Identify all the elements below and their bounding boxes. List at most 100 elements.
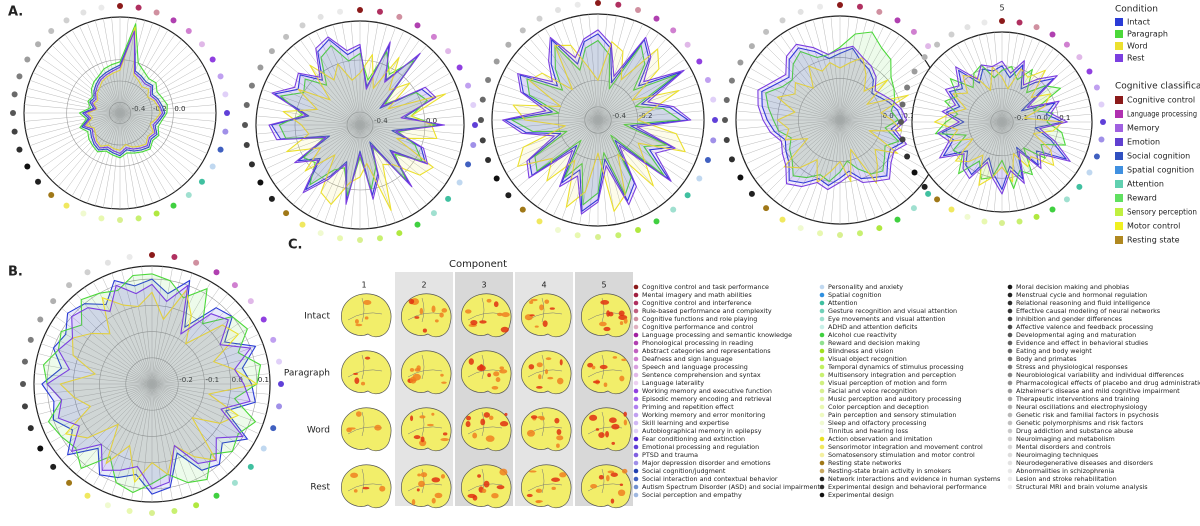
activation-blob xyxy=(557,377,564,385)
spoke xyxy=(61,383,153,461)
spoke xyxy=(943,121,1003,192)
spoke xyxy=(350,124,361,229)
topic-dot xyxy=(1063,196,1070,203)
topic-dot xyxy=(633,420,639,426)
spoke xyxy=(119,112,189,182)
brain-outline xyxy=(521,293,572,338)
activation-blob xyxy=(360,381,366,386)
topic-dot xyxy=(819,348,825,354)
activation-blob xyxy=(431,412,435,416)
legend-swatch xyxy=(1115,96,1123,104)
activation-blob xyxy=(422,328,427,333)
topic-dot xyxy=(911,68,918,75)
topic-dot xyxy=(16,73,23,80)
spoke xyxy=(812,19,841,121)
spoke xyxy=(795,25,841,121)
spoke xyxy=(736,119,841,130)
topic-dot xyxy=(519,27,526,34)
activation-blob xyxy=(483,480,490,488)
topic-label: Cognitive functions and role playing xyxy=(642,315,757,323)
spoke xyxy=(839,119,920,188)
spoke xyxy=(32,72,121,114)
topic-dot xyxy=(704,76,711,83)
activation-blob xyxy=(419,307,424,315)
activation-blob xyxy=(504,412,508,417)
spoke xyxy=(151,383,236,468)
topic-label: Autobiographical memory in epilepsy xyxy=(642,427,762,435)
activation-blob xyxy=(468,358,474,365)
spoke xyxy=(75,293,153,385)
activation-blob xyxy=(467,493,477,498)
spoke xyxy=(92,383,153,487)
activation-blob xyxy=(617,489,626,497)
topic-dot xyxy=(921,54,928,61)
spoke xyxy=(359,57,440,126)
activation-blob xyxy=(434,492,443,499)
spoke xyxy=(37,353,153,385)
activation-blob xyxy=(526,429,536,437)
activation-blob xyxy=(623,419,628,426)
topic-dot xyxy=(635,226,642,233)
topic-dot xyxy=(797,225,804,232)
topic-dot xyxy=(819,340,825,346)
topic-dot xyxy=(710,137,717,144)
spoke xyxy=(151,276,203,385)
grid-circle xyxy=(109,102,131,124)
spoke xyxy=(119,104,216,114)
spoke xyxy=(151,373,270,385)
legend-title: Cognitive classification xyxy=(1115,82,1200,92)
activation-blob xyxy=(499,468,508,476)
topic-label: Network interactions and evidence in hum… xyxy=(828,475,1001,483)
activation-blob xyxy=(554,417,560,424)
spoke xyxy=(41,112,121,169)
topic-label: Lesion and stroke rehabilitation xyxy=(1016,475,1117,483)
topic-dot xyxy=(633,396,639,402)
spoke xyxy=(119,112,137,208)
topic-dot xyxy=(242,122,248,128)
spoke xyxy=(280,57,361,126)
topic-dot xyxy=(479,96,486,103)
topic-dot xyxy=(817,3,824,10)
topic-dot xyxy=(633,372,639,378)
topic-dot xyxy=(574,232,581,239)
topic-dot xyxy=(737,174,744,181)
legend-label: Attention xyxy=(1127,180,1164,189)
activation-blob xyxy=(440,474,446,479)
topic-dot xyxy=(27,425,34,432)
activation-blob xyxy=(611,441,616,445)
activation-blob xyxy=(591,365,596,370)
activation-blob xyxy=(420,436,425,443)
topic-dot xyxy=(1016,19,1023,26)
r-tick-label: 0.1 xyxy=(258,376,269,384)
spoke xyxy=(570,119,599,223)
spoke xyxy=(1001,121,1076,174)
activation-blob xyxy=(362,486,370,490)
row-label: Intact xyxy=(304,312,330,322)
topic-dot xyxy=(357,237,363,243)
topic-dot xyxy=(964,213,971,220)
topic-dot xyxy=(117,217,123,223)
topic-dot xyxy=(819,476,825,482)
topic-dot xyxy=(171,253,178,260)
spoke xyxy=(1001,121,1091,138)
spoke xyxy=(111,273,153,385)
topic-label: Neurodegenerative diseases and disorders xyxy=(1016,459,1154,467)
spoke xyxy=(529,38,599,121)
topic-dot xyxy=(104,259,111,266)
activation-blob xyxy=(466,415,472,421)
topic-dot xyxy=(217,73,224,80)
topic-label: Emotional processing and regulation xyxy=(642,443,759,451)
activation-blob xyxy=(619,375,625,382)
spoke xyxy=(259,97,361,126)
spoke xyxy=(55,383,153,452)
spoke xyxy=(151,383,255,444)
topic-dot xyxy=(684,41,691,48)
spoke xyxy=(256,124,361,135)
spoke xyxy=(597,119,667,202)
activation-blob xyxy=(413,435,421,440)
activation-blob xyxy=(545,369,549,375)
activation-blob xyxy=(610,472,618,477)
spoke xyxy=(745,119,841,165)
topic-dot xyxy=(1007,484,1013,490)
topic-dot xyxy=(633,324,639,330)
